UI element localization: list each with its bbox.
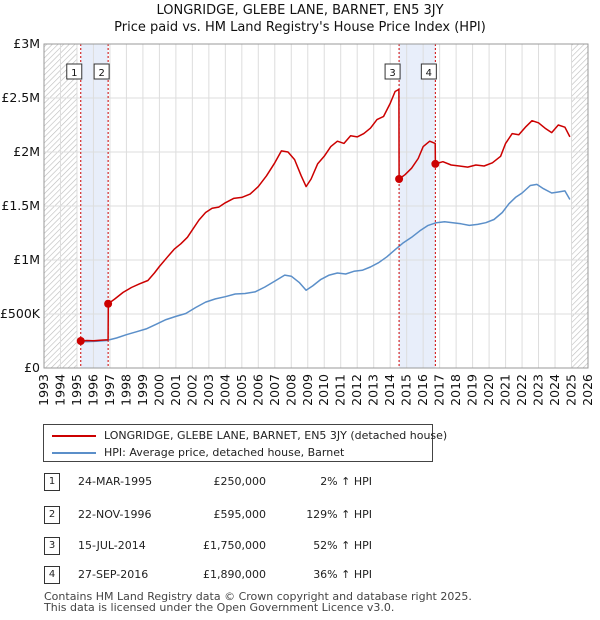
x-tick-label: 2001: [168, 374, 183, 406]
transaction-hpi: 129% ↑ HPI: [306, 508, 372, 521]
transaction-price: £1,750,000: [203, 539, 266, 552]
y-tick-label: £500K: [0, 306, 41, 321]
x-tick-label: 1997: [102, 374, 117, 406]
x-tick-label: 2025: [564, 374, 579, 406]
x-tick-label: 2024: [547, 374, 562, 406]
legend-swatch-red: [52, 435, 96, 437]
sale-label: 2: [98, 68, 104, 79]
x-tick-label: 1994: [52, 374, 67, 406]
y-tick-label: £1.5M: [1, 198, 40, 213]
sale-label-box: [66, 63, 83, 80]
transaction-hpi: 2% ↑ HPI: [320, 475, 372, 488]
sale-label-box: [420, 63, 437, 80]
y-tick-label: £2.5M: [1, 90, 40, 105]
x-tick-label: 2010: [316, 374, 331, 406]
x-tick-label: 2019: [465, 374, 480, 406]
sale-point: [431, 159, 440, 168]
sale-label: 4: [426, 68, 432, 79]
x-tick-label: 2018: [448, 374, 463, 406]
transaction-price: £595,000: [213, 508, 267, 521]
transaction-number: 4: [44, 566, 60, 584]
sale-markers: 1 2 3 4: [66, 44, 440, 368]
x-tick-label: 2008: [283, 374, 298, 406]
chart-subtitle: Price paid vs. HM Land Registry's House …: [114, 20, 486, 35]
sale-label: 1: [71, 68, 77, 79]
transaction-number: 2: [44, 506, 60, 524]
transaction-row: 4 27-SEP-2016 £1,890,000 36% ↑ HPI: [44, 565, 444, 585]
x-tick-label: 2021: [498, 374, 513, 406]
legend-label-hpi: HPI: Average price, detached house, Barn…: [104, 446, 345, 459]
transaction-hpi: 36% ↑ HPI: [313, 568, 372, 581]
transaction-row: 1 24-MAR-1995 £250,000 2% ↑ HPI: [44, 472, 444, 492]
x-tick-label: 2002: [184, 374, 199, 406]
x-tick-label: 2000: [151, 374, 166, 406]
transaction-hpi: 52% ↑ HPI: [313, 539, 372, 552]
y-tick-label: £2M: [13, 144, 40, 159]
sale-label-box: [93, 63, 110, 80]
series-lines: [76, 88, 571, 343]
x-tick-label: 2016: [415, 374, 430, 406]
x-tick-label: 1993: [36, 374, 51, 406]
x-tick-label: 2009: [300, 374, 315, 406]
sale-label: 3: [389, 68, 395, 79]
x-tick-label: 2006: [250, 374, 265, 406]
price-chart: LONGRIDGE, GLEBE LANE, BARNET, EN5 3JY P…: [0, 3, 595, 406]
sale-point: [104, 299, 113, 308]
series-line-property: [80, 88, 571, 342]
y-tick-label: £1M: [13, 252, 40, 267]
legend: LONGRIDGE, GLEBE LANE, BARNET, EN5 3JY (…: [43, 424, 447, 462]
transaction-date: 15-JUL-2014: [78, 539, 146, 552]
x-tick-label: 2026: [580, 374, 595, 406]
footer: Contains HM Land Registry data © Crown c…: [44, 591, 472, 613]
legend-swatch-blue: [52, 452, 96, 454]
x-tick-label: 1996: [85, 374, 100, 406]
transaction-number: 1: [44, 473, 60, 491]
y-tick-label: £3M: [13, 36, 40, 51]
x-tick-label: 2011: [333, 374, 348, 406]
sale-point: [76, 337, 85, 345]
x-tick-label: 2005: [234, 374, 249, 406]
transaction-date: 24-MAR-1995: [78, 475, 153, 488]
transaction-row: 3 15-JUL-2014 £1,750,000 52% ↑ HPI: [44, 536, 444, 556]
x-tick-label: 2004: [217, 374, 232, 406]
axes: 1993 1994 1995 1996 1997 1998 1999 2000 2001 2002…: [0, 36, 595, 406]
x-tick-label: 1995: [69, 374, 84, 406]
x-tick-label: 2003: [201, 374, 216, 406]
transaction-date: 27-SEP-2016: [78, 568, 149, 581]
x-tick-label: 2014: [382, 374, 397, 406]
transaction-row: 2 22-NOV-1996 £595,000 129% ↑ HPI: [44, 505, 444, 525]
transaction-number: 3: [44, 537, 60, 555]
y-tick-label: £0: [24, 360, 40, 375]
x-tick-label: 2022: [514, 374, 529, 406]
x-tick-label: 1999: [135, 374, 150, 406]
x-tick-label: 2015: [399, 374, 414, 406]
transaction-price: £1,890,000: [203, 568, 266, 581]
x-tick-label: 2007: [267, 374, 282, 406]
x-tick-label: 2013: [366, 374, 381, 406]
plot-border: [43, 43, 589, 369]
sale-point: [395, 175, 404, 183]
x-tick-label: 2017: [432, 374, 447, 406]
chart-title: LONGRIDGE, GLEBE LANE, BARNET, EN5 3JY: [156, 3, 443, 18]
transaction-date: 22-NOV-1996: [78, 508, 152, 521]
x-tick-label: 1998: [118, 374, 133, 406]
series-line-hpi: [76, 183, 571, 343]
footer-copyright: Contains HM Land Registry data © Crown c…: [44, 590, 472, 603]
legend-label-property: LONGRIDGE, GLEBE LANE, BARNET, EN5 3JY (…: [104, 429, 448, 442]
x-tick-label: 2020: [481, 374, 496, 406]
sale-label-box: [384, 63, 401, 80]
transaction-price: £250,000: [213, 475, 267, 488]
x-tick-label: 2023: [531, 374, 546, 406]
x-tick-label: 2012: [349, 374, 364, 406]
footer-licence: This data is licensed under the Open Gov…: [44, 601, 395, 614]
